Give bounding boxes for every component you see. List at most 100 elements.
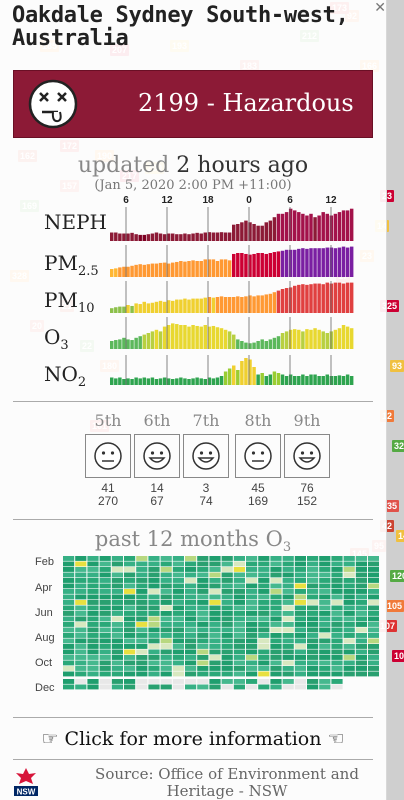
calendar-day-cell bbox=[172, 578, 184, 583]
neph-bar bbox=[223, 232, 228, 241]
calendar-day-cell bbox=[246, 589, 258, 594]
neph-bar bbox=[118, 233, 122, 241]
forecast-day[interactable]: 5th 41 270 bbox=[85, 411, 131, 508]
no2-bar bbox=[313, 374, 317, 385]
calendar-day-cell bbox=[270, 684, 282, 690]
o3-calendar-heatmap[interactable] bbox=[63, 556, 379, 694]
calendar-day-cell bbox=[185, 644, 197, 649]
calendar-day-cell bbox=[221, 605, 233, 611]
calendar-day-cell bbox=[136, 671, 148, 677]
pm25-bar bbox=[337, 247, 342, 277]
o3-bar bbox=[158, 331, 163, 349]
calendar-day-cell bbox=[343, 605, 355, 611]
calendar-day-cell bbox=[111, 660, 123, 666]
pm25-history-chart[interactable] bbox=[110, 245, 354, 277]
neph-bar bbox=[179, 234, 183, 241]
map-station-marker[interactable]: 147 bbox=[396, 530, 404, 542]
calendar-day-cell bbox=[270, 567, 282, 572]
forecast-day[interactable]: 8th 45 169 bbox=[235, 411, 281, 508]
calendar-day-cell bbox=[136, 605, 148, 611]
calendar-day-cell bbox=[172, 655, 184, 660]
calendar-day-cell bbox=[258, 616, 270, 622]
calendar-day-cell bbox=[270, 627, 282, 633]
forecast-day[interactable]: 9th 76 152 bbox=[284, 411, 330, 508]
calendar-day-cell bbox=[99, 589, 111, 594]
pm10-bar bbox=[309, 284, 313, 313]
neph-bar bbox=[252, 224, 256, 241]
pm10-bar bbox=[227, 297, 232, 313]
pm25-bar bbox=[256, 253, 260, 277]
calendar-day-cell bbox=[258, 627, 270, 633]
o3-bar bbox=[114, 340, 118, 349]
calendar-day-cell bbox=[160, 660, 172, 666]
calendar-day-cell bbox=[99, 567, 111, 572]
map-station-marker[interactable]: 105 bbox=[385, 600, 404, 612]
forecast-day-name: 9th bbox=[293, 411, 321, 430]
pm25-bar bbox=[211, 259, 216, 277]
forecast-day[interactable]: 7th 3 74 bbox=[183, 411, 229, 508]
calendar-day-cell bbox=[307, 684, 319, 690]
map-station-marker[interactable]: 35 bbox=[385, 500, 400, 512]
map-station-marker[interactable]: 93 bbox=[390, 360, 404, 372]
calendar-day-cell bbox=[319, 572, 331, 578]
calendar-day-cell bbox=[355, 561, 367, 567]
neph-bar bbox=[130, 232, 134, 241]
calendar-day-cell bbox=[343, 578, 355, 583]
calendar-day-cell bbox=[294, 627, 306, 633]
forecast-day-name: 6th bbox=[143, 411, 171, 430]
calendar-day-cell bbox=[331, 644, 343, 649]
calendar-day-cell bbox=[221, 600, 233, 605]
calendar-day-cell bbox=[282, 589, 294, 594]
pm10-bar bbox=[349, 282, 354, 313]
o3-bar bbox=[134, 337, 138, 349]
map-station-marker[interactable]: 101 bbox=[392, 650, 404, 662]
calendar-day-cell bbox=[124, 556, 136, 561]
neph-bar bbox=[166, 233, 171, 241]
pm10-bar bbox=[321, 284, 325, 313]
calendar-day-cell bbox=[221, 655, 233, 660]
pm10-bar bbox=[244, 296, 248, 313]
calendar-day-cell bbox=[319, 589, 331, 594]
no2-bar bbox=[122, 379, 126, 385]
o3-bar bbox=[183, 325, 187, 349]
forecast-day[interactable]: 6th 14 67 bbox=[134, 411, 180, 508]
calendar-day-cell bbox=[368, 638, 379, 644]
pm25-bar bbox=[349, 246, 354, 277]
map-station-marker[interactable]: 32 bbox=[392, 440, 404, 452]
map-station-marker[interactable]: 120 bbox=[390, 570, 404, 582]
pm25-bar bbox=[301, 248, 305, 277]
no2-bar bbox=[158, 378, 163, 385]
no2-history-chart[interactable] bbox=[110, 355, 354, 385]
calendar-day-cell bbox=[258, 671, 270, 677]
no2-bar bbox=[268, 374, 273, 385]
close-icon[interactable]: ✕ bbox=[374, 0, 386, 16]
calendar-day-cell bbox=[87, 561, 99, 567]
calendar-day-cell bbox=[99, 605, 111, 611]
calendar-day-cell bbox=[209, 561, 221, 567]
calendar-day-cell bbox=[160, 616, 172, 622]
o3-bar bbox=[288, 329, 293, 349]
month-label: Dec bbox=[35, 682, 55, 694]
calendar-day-cell bbox=[124, 660, 136, 666]
divider bbox=[13, 401, 373, 402]
calendar-day-cell bbox=[258, 655, 270, 660]
calendar-day-cell bbox=[355, 649, 367, 655]
calendar-day-cell bbox=[197, 600, 209, 605]
calendar-day-cell bbox=[233, 644, 245, 649]
more-info-link[interactable]: ☞ Click for more information ☜ bbox=[41, 728, 345, 750]
pm10-history-chart[interactable] bbox=[110, 281, 354, 313]
o3-bar bbox=[240, 341, 244, 349]
calendar-day-cell bbox=[209, 679, 221, 684]
calendar-day-cell bbox=[282, 622, 294, 627]
calendar-day-cell bbox=[75, 684, 87, 690]
calendar-day-cell bbox=[331, 567, 343, 572]
pm10-bar bbox=[337, 282, 342, 313]
calendar-day-cell bbox=[99, 660, 111, 666]
calendar-day-cell bbox=[87, 616, 99, 622]
calendar-day-cell bbox=[368, 589, 379, 594]
neph-history-chart[interactable] bbox=[110, 207, 354, 241]
o3-history-chart[interactable] bbox=[110, 317, 354, 349]
calendar-day-cell bbox=[148, 589, 160, 594]
o3-bar bbox=[122, 337, 126, 349]
calendar-day-cell bbox=[111, 600, 123, 605]
